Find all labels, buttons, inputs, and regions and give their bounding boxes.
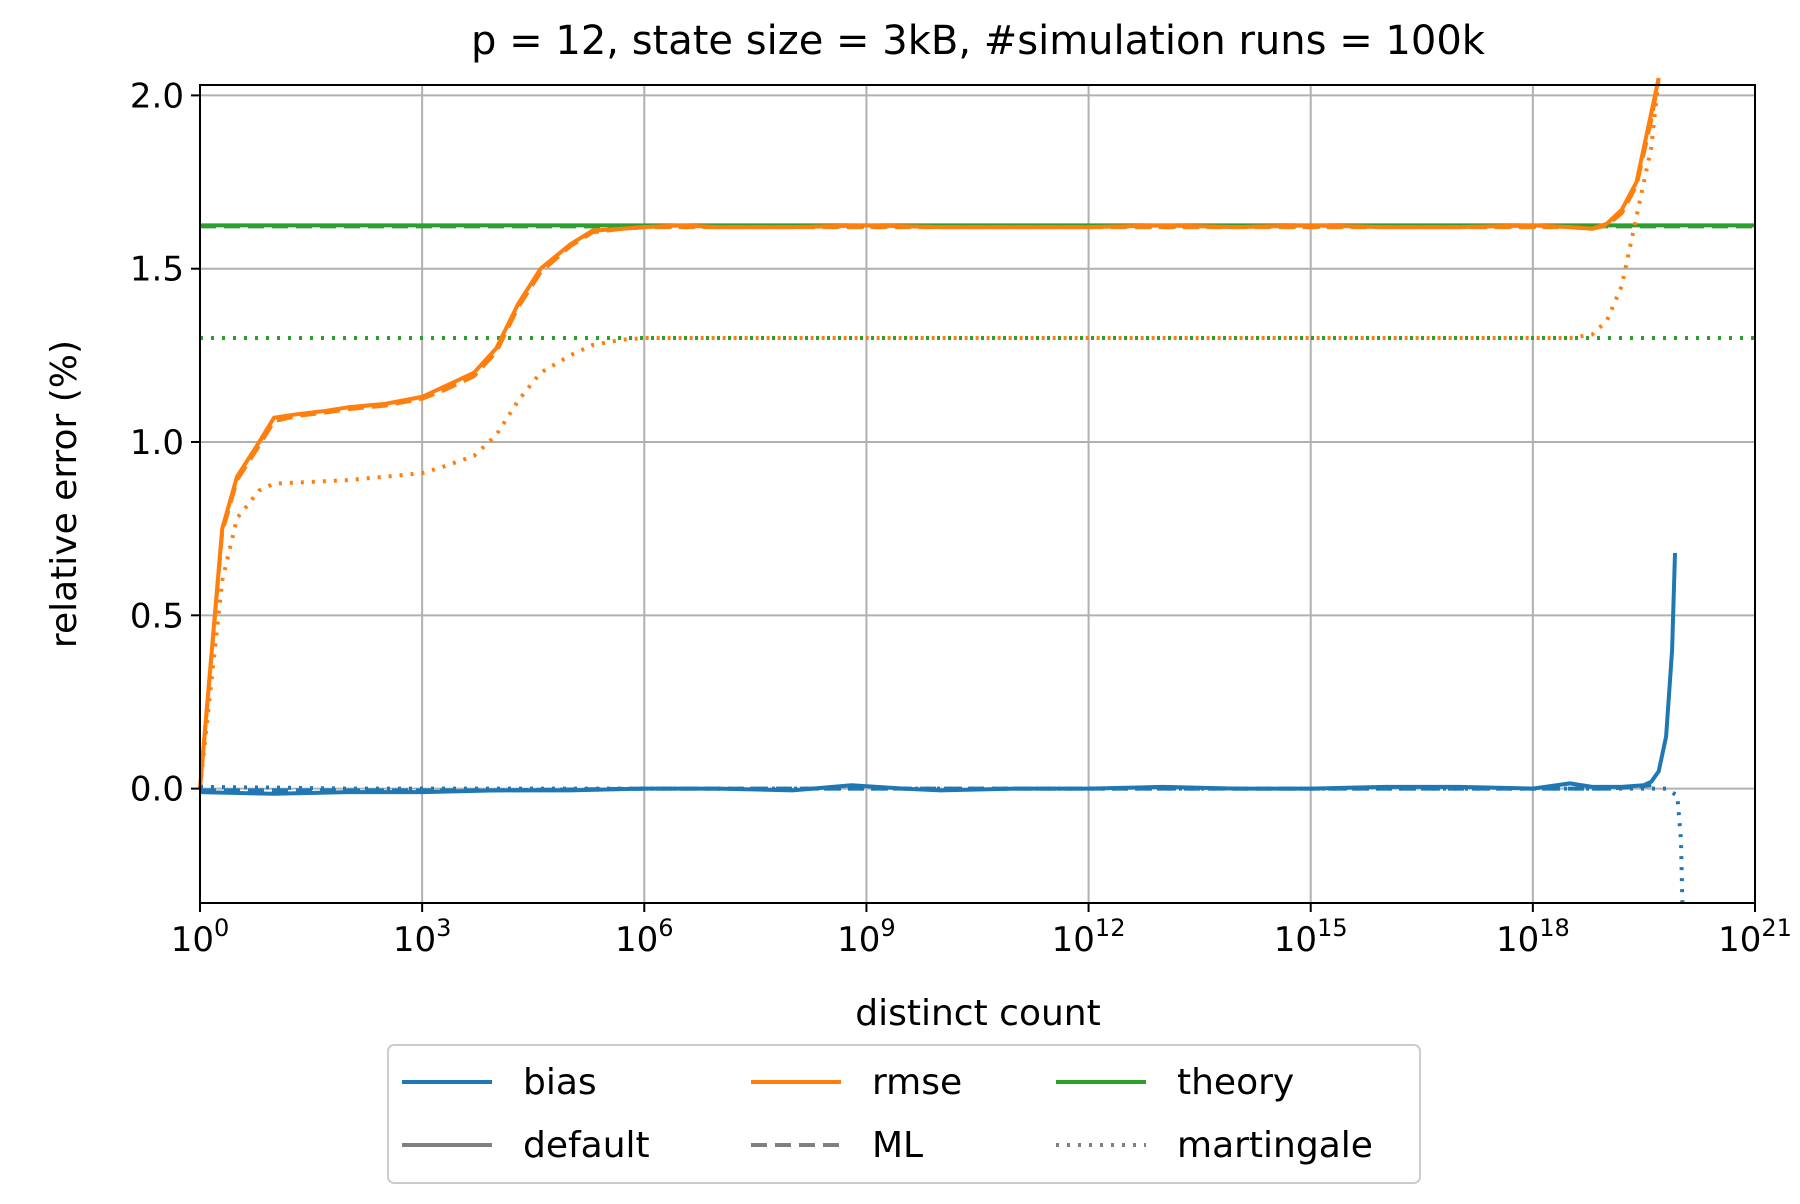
x-tick-label: 1021	[1718, 914, 1792, 960]
series-rmse-ml	[198, 77, 1661, 789]
x-tick-exponent: 18	[1539, 914, 1570, 942]
x-tick-exponent: 3	[436, 914, 451, 942]
x-tick-base: 10	[615, 920, 658, 960]
legend-frame	[387, 1044, 1421, 1184]
legend-label: ML	[872, 1125, 923, 1166]
y-tick-label: 1.5	[130, 250, 184, 290]
y-tick-label: 1.0	[130, 423, 184, 463]
x-tick-base: 10	[1496, 920, 1539, 960]
y-tick-label: 0.0	[130, 770, 184, 810]
x-axis-label: distinct count	[855, 993, 1100, 1034]
series-bias-martingale	[199, 784, 1685, 904]
legend-label: martingale	[1177, 1125, 1373, 1166]
x-tick-label: 1012	[1052, 914, 1126, 960]
legend-label: default	[523, 1125, 650, 1166]
chart-title: p = 12, state size = 3kB, #simulation ru…	[471, 18, 1486, 64]
tick-layer: 100 103 106 109 1012 1015 1018 10210.00.51.01.5…	[130, 76, 1792, 960]
x-tick-base: 10	[837, 920, 880, 960]
legend: bias rmse theory default ML martingale	[387, 1044, 1421, 1184]
x-tick-exponent: 15	[1317, 914, 1348, 942]
y-tick-label: 0.5	[130, 596, 184, 636]
x-tick-base: 10	[1052, 920, 1095, 960]
x-tick-label: 106	[615, 914, 674, 960]
series-bias-ml	[200, 783, 1652, 793]
x-tick-base: 10	[1718, 920, 1761, 960]
data-layer	[198, 77, 1755, 904]
x-tick-exponent: 0	[214, 914, 229, 942]
x-tick-label: 100	[171, 914, 230, 960]
axes-frame	[199, 84, 1756, 904]
x-tick-label: 1015	[1274, 914, 1348, 960]
x-tick-exponent: 12	[1095, 914, 1126, 942]
x-tick-label: 103	[393, 914, 452, 960]
x-tick-exponent: 21	[1761, 914, 1792, 942]
legend-label: rmse	[872, 1062, 962, 1103]
y-tick-label: 2.0	[130, 76, 184, 116]
x-tick-base: 10	[1274, 920, 1317, 960]
x-tick-exponent: 9	[880, 914, 895, 942]
legend-label: bias	[523, 1062, 597, 1103]
x-tick-base: 10	[393, 920, 436, 960]
x-tick-label: 1018	[1496, 914, 1570, 960]
x-tick-label: 109	[837, 914, 896, 960]
x-tick-base: 10	[171, 920, 214, 960]
y-axis-label: relative error (%)	[44, 340, 85, 648]
x-tick-exponent: 6	[658, 914, 673, 942]
legend-entries: bias rmse theory default ML martingale	[402, 1062, 1373, 1166]
legend-label: theory	[1177, 1062, 1294, 1103]
series-rmse-martingale	[198, 77, 1661, 789]
